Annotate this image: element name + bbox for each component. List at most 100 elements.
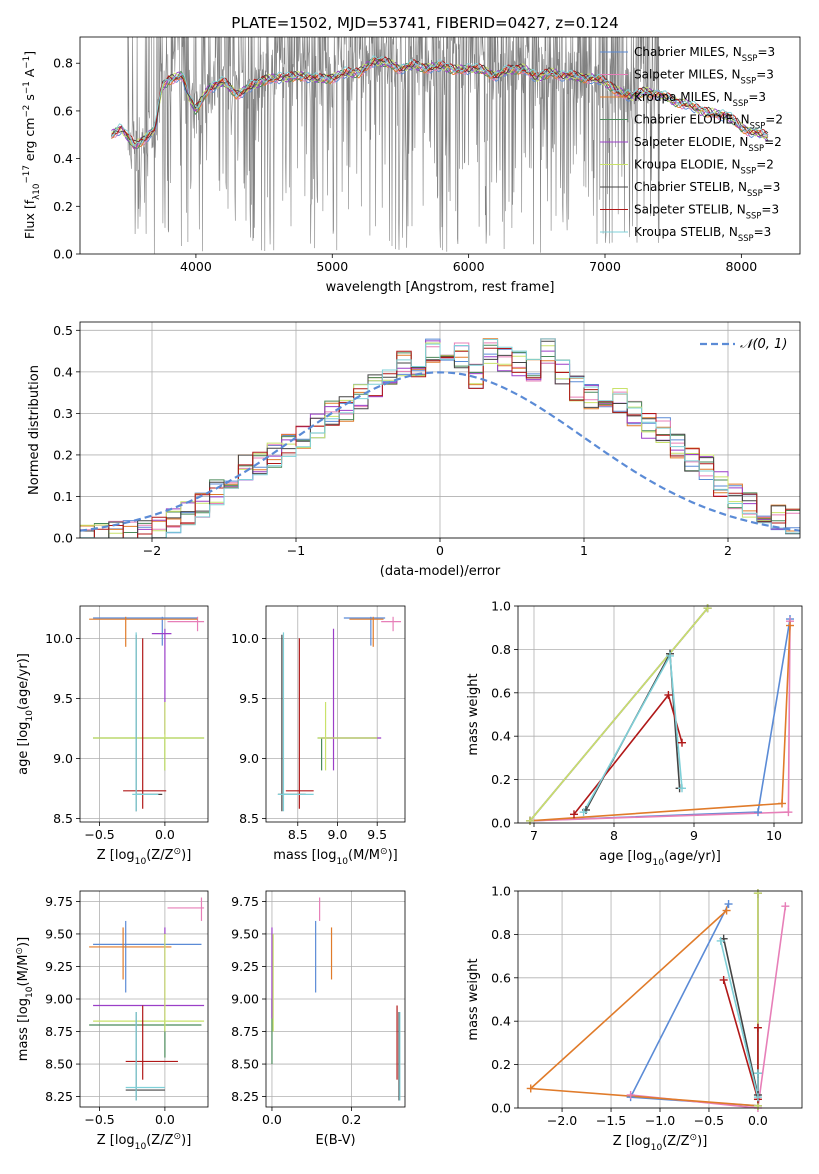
y-tick-label: 0.2 [491, 772, 511, 787]
x-tick-label: 8 [610, 828, 618, 843]
errorbar-point [285, 638, 314, 809]
y-tick-label: 0.1 [53, 489, 73, 504]
y-tick-label: 10.0 [231, 631, 259, 646]
errorbar-point [93, 933, 205, 1032]
weight-marker [753, 1069, 762, 1078]
age-vs-Z-grid [80, 606, 208, 822]
y-tick-label: 9.50 [45, 926, 73, 941]
mass-vs-EBV-plot-area [271, 897, 401, 1101]
mass-vs-Z-frame [79, 890, 209, 1108]
errorbar-point [125, 1005, 178, 1080]
weight-vs-Z-axes [518, 890, 802, 1109]
weight-marker [664, 690, 673, 699]
weight-marker [579, 808, 588, 817]
weight-marker [781, 902, 790, 911]
weight-marker [666, 651, 674, 660]
spectrum-frame [79, 36, 801, 255]
legend-entry-part: Chabrier STELIB, N [634, 180, 747, 194]
weight-series-line [529, 607, 709, 822]
spectrum-plot-area [110, 37, 769, 254]
weight-series-line [722, 979, 759, 1100]
legend-entry: Chabrier ELODIE, NSSP=2 [634, 113, 783, 131]
weight-vs-Z-frame [517, 890, 803, 1109]
weight-series-line [722, 938, 759, 1096]
legend-entry-part: =2 [765, 113, 783, 127]
mass-vs-Z-ylabel-part: ⊙ [15, 947, 25, 955]
y-tick-label: 8.75 [231, 1024, 259, 1039]
y-tick-label: 8.50 [45, 1057, 73, 1072]
model-spectrum [111, 56, 769, 146]
residual-histogram [80, 338, 800, 538]
legend-entry-part: SSP [746, 211, 762, 221]
legend-entry-part: =3 [763, 180, 781, 194]
weight-vs-Z-xlabel-part: Z [log [613, 1134, 651, 1149]
legend-entry: Chabrier STELIB, NSSP=3 [634, 180, 780, 198]
legend-entry-part: =3 [748, 90, 766, 104]
x-tick-label: 8000 [725, 259, 757, 274]
spectrum-xlabel: wavelength [Angstrom, rest frame] [326, 280, 555, 295]
errorbar-point [89, 927, 172, 980]
model-spectrum [111, 57, 769, 150]
age-vs-mass-xlabel: mass [log10(M/M⊙)] [273, 847, 397, 867]
weight-marker [703, 604, 712, 613]
mass-vs-Z-grid [80, 891, 208, 1107]
weight-marker [753, 1093, 762, 1102]
errorbar-point [89, 1018, 202, 1058]
y-tick-label: 10.0 [45, 631, 73, 646]
legend-entry-part: SSP [733, 98, 749, 108]
x-tick-label: 0.0 [155, 827, 175, 842]
weight-vs-age-xlabel-part: (age/yr)] [664, 849, 721, 864]
weight-vs-Z-xlabel: Z [log10(Z/Z⊙)] [613, 1133, 708, 1153]
y-tick-label: 0.8 [491, 642, 511, 657]
data-spectrum [127, 37, 660, 254]
weight-marker [784, 808, 793, 817]
y-tick-label: 9.75 [45, 894, 73, 909]
weight-marker [753, 1023, 762, 1032]
residuals-ylabel: Normed distribution [27, 365, 42, 495]
y-tick-label: 0.0 [491, 1101, 511, 1116]
x-tick-label: −1.5 [596, 1113, 626, 1128]
spectrum-ylabel-part: Flux [f [22, 199, 37, 239]
weight-marker [678, 784, 686, 793]
legend-entry-part: Chabrier ELODIE, N [634, 113, 750, 127]
model-spectrum [111, 58, 769, 143]
legend-entry-part: Kroupa MILES, N [634, 90, 733, 104]
errorbar-point [381, 616, 402, 632]
figure-title: PLATE=1502, MJD=53741, FIBERID=0427, z=0… [231, 14, 618, 32]
y-tick-label: 8.50 [231, 1057, 259, 1072]
age-vs-mass-xlabel-part: 10 [336, 857, 348, 867]
y-tick-label: 9.25 [45, 959, 73, 974]
age-vs-Z-xlabel-part: (Z/Z [146, 848, 173, 863]
mass-vs-EBV-grid [266, 891, 405, 1107]
x-tick-label: 6000 [453, 259, 485, 274]
mass-vs-Z-xlabel-part: (Z/Z [146, 1133, 173, 1148]
y-tick-label: 9.0 [239, 751, 259, 766]
legend-entry-part: SSP [742, 53, 758, 63]
weight-vs-Z-ylabel: mass weight [466, 958, 481, 1040]
weight-marker [678, 738, 686, 747]
errorbar-point [93, 616, 198, 646]
weight-marker [526, 1084, 535, 1093]
x-tick-label: 9 [690, 828, 698, 843]
legend-entry-part: =2 [764, 135, 782, 149]
errorbar-point [89, 616, 198, 647]
weight-marker [722, 906, 731, 915]
age-vs-mass-axes [266, 606, 405, 822]
legend-entry-part: SSP [748, 143, 764, 153]
x-tick-label: −2.0 [547, 1113, 577, 1128]
legend-entry-part: SSP [747, 188, 763, 198]
mass-vs-Z-xlabel: Z [log10(Z/Z⊙)] [97, 1132, 192, 1152]
residuals-frame [79, 321, 801, 539]
mass-vs-Z-ylabel-part: mass [log [16, 998, 31, 1061]
legend-entry-part: =2 [756, 158, 774, 172]
errorbar-point [167, 897, 205, 921]
errorbar-point [277, 632, 314, 812]
weight-marker [719, 975, 728, 984]
x-tick-label: −0.5 [84, 827, 114, 842]
x-tick-label: 0 [436, 543, 444, 558]
age-vs-Z-xlabel-part: 10 [135, 857, 147, 867]
model-spectrum [111, 60, 769, 147]
legend-entry-part: Salpeter STELIB, N [634, 203, 746, 217]
legend-entry: Kroupa ELODIE, NSSP=2 [634, 158, 774, 176]
weight-vs-age-axes [518, 605, 802, 824]
